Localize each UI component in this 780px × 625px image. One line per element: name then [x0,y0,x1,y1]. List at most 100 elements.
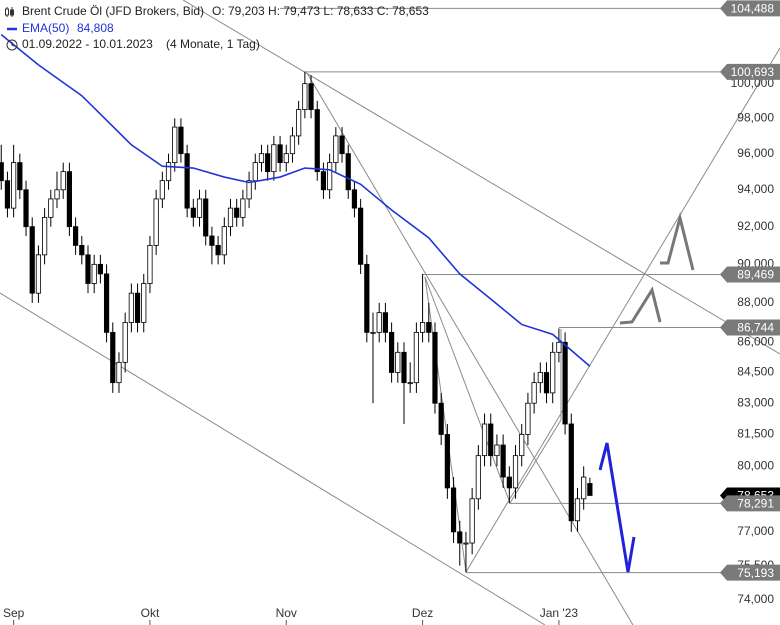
candle-body [463,542,469,545]
candle-body [320,171,327,191]
axes: 100,00098,00096,00094,00092,00090,00088,… [3,76,774,625]
candle-body [35,254,42,294]
candle-body [302,83,308,110]
candle-body [568,423,574,522]
candle-body [364,263,370,333]
candle-body [165,162,172,182]
candle-body [413,331,419,384]
y-tick-label: 88,000 [737,295,774,309]
price-badge-label: 75,193 [737,566,774,580]
price-badge [720,564,780,581]
price-badge-label: 86,744 [737,321,774,335]
candle-body [66,171,72,228]
candle-body [172,126,178,164]
date-range: 01.09.2022 - 10.01.2023 [22,37,153,51]
candle-body [407,382,413,385]
candle-body [327,162,333,191]
candle-body [159,180,165,200]
price-badge [720,63,780,80]
header: Brent Crude Öl (JFD Brokers, Bid) O: 79,… [5,4,429,51]
x-tick-label: Jan '23 [540,606,579,620]
candle-body [227,207,234,228]
candle-body [196,198,203,218]
y-tick-label: 96,000 [737,146,774,160]
price-badge-label: 104,488 [731,2,775,16]
candle-body [246,180,252,200]
candle-icon [5,7,14,17]
candle-body [91,263,97,284]
candle-body [426,322,432,333]
x-tick-label: Dez [412,606,433,620]
candle-body [469,498,475,544]
candle-body [574,498,581,522]
trendline [306,72,634,625]
candle-body [48,198,54,218]
period: (4 Monate, 1 Tag) [166,37,260,51]
candle-body [85,254,91,284]
y-tick-label: 74,000 [737,592,774,606]
candle-body [116,361,122,384]
candle-body [11,162,17,209]
candle-body [79,244,85,256]
price-badge-label: 89,469 [737,268,774,282]
candle-body [345,153,351,191]
candle-body [23,189,29,228]
candle-body [370,331,376,334]
y-tick-label: 80,000 [737,459,774,473]
candle-body [333,135,339,164]
candle-body [60,171,66,191]
price-badge-label: 78,291 [737,497,774,511]
levels [280,7,722,574]
y-tick-label: 94,000 [737,182,774,196]
candle-body [537,372,543,384]
candle-body [556,341,562,353]
candle-body [103,273,110,333]
legend-ema-value: 84,808 [77,21,114,35]
candle-body [240,198,246,218]
x-tick-label: Sep [3,606,25,620]
trendline [0,292,546,625]
candle-body [147,244,153,284]
candle-body [358,207,364,265]
trendline [424,276,467,573]
candle-body [110,331,116,384]
candle-body [221,226,227,256]
legend-ema-name: EMA(50) [22,21,69,35]
candle-body [283,153,289,164]
candle-body [134,292,141,323]
trendline [509,419,562,504]
candle-body [389,331,395,373]
candle-body [258,153,265,164]
price-badge [720,0,780,17]
y-tick-label: 86,000 [737,334,774,348]
candle-body [481,423,488,457]
candle-body [382,312,389,333]
candle-body [432,331,438,404]
candle-body [308,83,314,110]
candle-body [234,207,240,218]
candle-body [141,283,147,323]
candle-body [531,382,537,404]
ema-line [0,34,591,367]
candle-body [209,235,215,246]
candle-body [29,226,35,294]
candle-body [296,109,302,137]
candle-body [184,153,190,209]
y-tick-label: 81,500 [737,427,774,441]
candle-body [314,109,320,173]
candle-body [376,312,382,333]
candle-body [543,372,550,394]
x-tick-label: Okt [141,606,160,620]
candle-body [97,263,103,275]
candle-body [506,476,512,489]
candle-body [512,455,519,489]
trendline [182,0,780,355]
candle-body [401,351,407,384]
candle-body [17,162,23,191]
candle-body [587,483,593,496]
candle-body [271,144,277,173]
y-tick-label: 92,000 [737,219,774,233]
candle-body [500,444,506,478]
